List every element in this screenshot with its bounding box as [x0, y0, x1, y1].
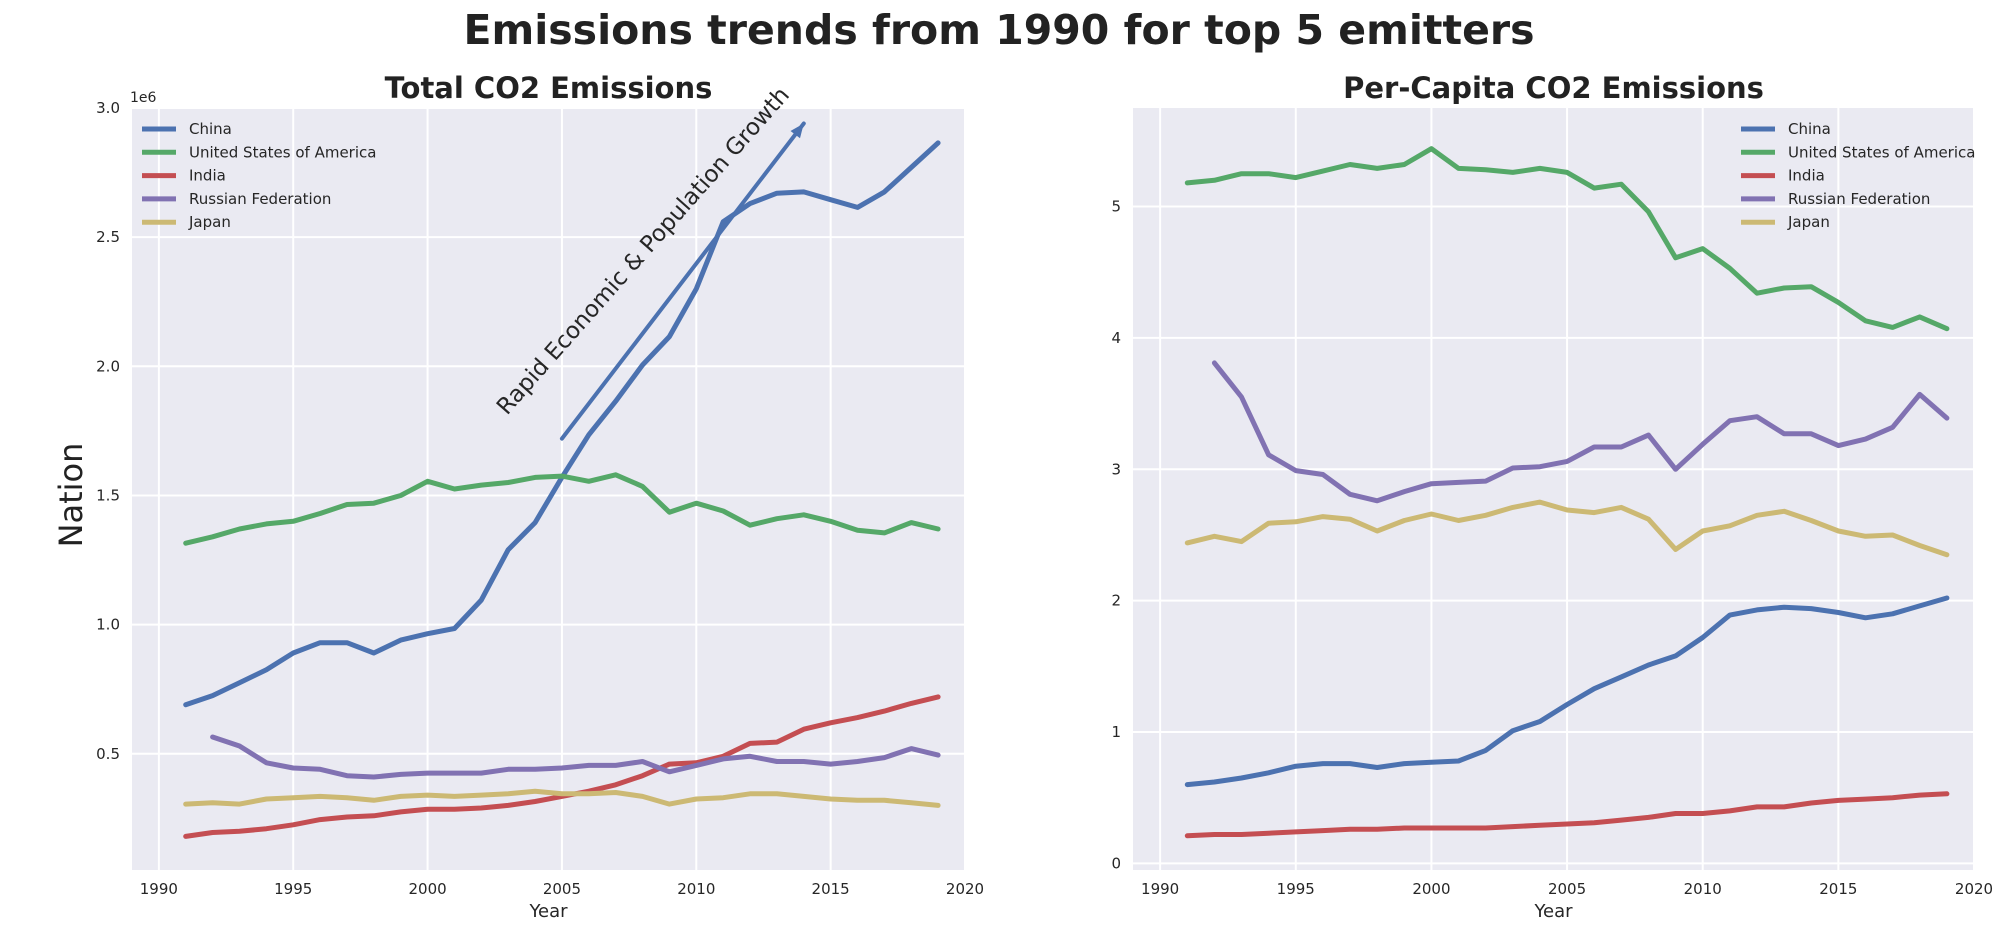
- series-line-united-states-of-america: [1184, 146, 1950, 332]
- x-tick-label: 2020: [1955, 880, 1993, 898]
- legend-label-japan: Japan: [1787, 213, 1830, 231]
- x-axis-label: Year: [1533, 901, 1573, 922]
- y-tick-label: 0.5: [96, 745, 120, 763]
- y-tick-label: 5: [1111, 198, 1121, 216]
- series-line-india: [1184, 791, 1950, 839]
- x-tick-label: 2020: [946, 880, 984, 898]
- y-tick-label: 1.5: [96, 486, 120, 504]
- x-tick-label: 1995: [274, 880, 312, 898]
- x-tick-label: 1990: [1141, 880, 1179, 898]
- per-capita-co2-panel: 1990 1995 2000 2005 2010 2015 2020 0 1 2 3 4 5 Per-Ca…: [1111, 71, 1993, 922]
- x-tick-label: 2010: [677, 880, 715, 898]
- y-offset-label: 1e6: [130, 90, 157, 106]
- x-tick-label: 2005: [543, 880, 581, 898]
- plot-area: [1133, 108, 1974, 870]
- y-tick-label: 0: [1111, 854, 1121, 872]
- series-line-china: [1184, 595, 1950, 788]
- plot-area: [132, 108, 965, 870]
- x-tick-label: 2015: [812, 880, 850, 898]
- y-tick-label: 3.0: [96, 99, 120, 117]
- legend: China United States of America India Russia…: [142, 120, 376, 231]
- y-tick-label: 2.5: [96, 228, 120, 246]
- legend-label-india: India: [189, 167, 226, 185]
- x-tick-label: 2005: [1548, 880, 1586, 898]
- panel-title: Total CO2 Emissions: [385, 71, 713, 105]
- annotation-arrow-head: [790, 123, 804, 139]
- x-tick-label: 2015: [1819, 880, 1857, 898]
- legend-label-russian-federation: Russian Federation: [189, 190, 331, 208]
- x-tick-label: 2000: [408, 880, 446, 898]
- x-tick-label: 2010: [1684, 880, 1722, 898]
- figure-title: Emissions trends from 1990 for top 5 emi…: [463, 6, 1535, 54]
- y-tick-label: 4: [1111, 329, 1121, 347]
- x-tick-label: 1990: [140, 880, 178, 898]
- series-line-russian-federation: [1211, 360, 1950, 504]
- annotation-arrow-shaft: [559, 121, 806, 441]
- y-tick-label: 2: [1111, 592, 1121, 610]
- legend-label-united-states-of-america: United States of America: [1788, 143, 1975, 161]
- panel-title: Per-Capita CO2 Emissions: [1343, 71, 1764, 105]
- y-tick-label: 1.0: [96, 616, 120, 634]
- legend-label-china: China: [1788, 120, 1831, 138]
- legend-label-japan: Japan: [188, 213, 231, 231]
- x-tick-label: 1995: [1277, 880, 1315, 898]
- legend-label-china: China: [189, 120, 232, 138]
- total-co2-panel: 1990 1995 2000 2005 2010 2015 2020 0.5 1.0 1.5 2.0…: [96, 71, 984, 922]
- x-axis-label: Year: [528, 901, 568, 922]
- series-line-india: [183, 694, 941, 839]
- series-line-russian-federation: [210, 734, 941, 780]
- legend: China United States of America India Russia…: [1741, 120, 1975, 231]
- series-line-japan: [183, 788, 941, 808]
- series-line-japan: [1184, 499, 1950, 558]
- legend-label-russian-federation: Russian Federation: [1788, 190, 1930, 208]
- series-line-united-states-of-america: [183, 472, 941, 546]
- y-tick-label: 3: [1111, 460, 1121, 478]
- x-tick-label: 2000: [1412, 880, 1450, 898]
- legend-label-united-states-of-america: United States of America: [189, 143, 376, 161]
- y-tick-label: 2.0: [96, 357, 120, 375]
- y-tick-label: 1: [1111, 723, 1121, 741]
- legend-label-india: India: [1788, 167, 1825, 185]
- shared-y-axis-label: Nation: [52, 443, 90, 548]
